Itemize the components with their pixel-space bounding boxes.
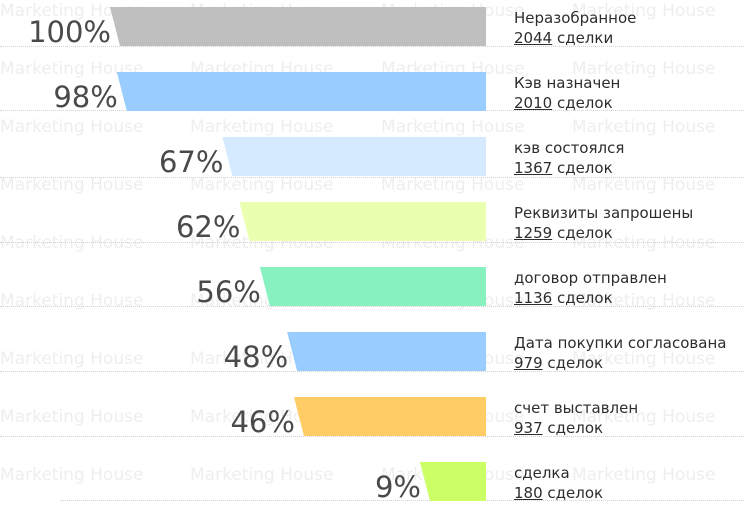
- stage-info: кэв состоялся 1367 сделок: [514, 138, 738, 178]
- stage-name: Реквизиты запрошены: [514, 204, 694, 222]
- stage-count: 180 сделок: [514, 483, 738, 503]
- row-separator: [0, 371, 744, 372]
- stage-name: кэв состоялся: [514, 139, 625, 157]
- row-separator: [0, 242, 744, 243]
- row-separator: [0, 436, 744, 437]
- deal-count-unit: сделок: [542, 484, 604, 502]
- deal-count-unit: сделок: [542, 419, 604, 437]
- stage-name: Дата покупки согласована: [514, 334, 727, 352]
- stage-count: 1367 сделок: [514, 158, 738, 178]
- deal-count-link[interactable]: 2044: [514, 29, 553, 47]
- funnel-bar: [222, 137, 486, 176]
- percent-label: 9%: [375, 470, 421, 504]
- funnel-bar: [116, 72, 487, 111]
- funnel-bar: [420, 462, 486, 501]
- row-separator: [0, 306, 744, 307]
- deal-count-unit: сделок: [552, 289, 613, 307]
- funnel-bar: [287, 332, 486, 371]
- stage-info: сделка 180 сделок: [514, 463, 738, 503]
- stage-count: 2010 сделок: [514, 93, 738, 113]
- percent-label: 56%: [196, 275, 260, 309]
- percent-label: 98%: [53, 80, 117, 114]
- deal-count-link[interactable]: 937: [514, 419, 543, 437]
- percent-label: 100%: [28, 15, 111, 49]
- deal-count-unit: сделок: [552, 94, 613, 112]
- percent-label: 48%: [224, 340, 288, 374]
- deal-count-link[interactable]: 1367: [514, 159, 553, 177]
- deal-count-link[interactable]: 979: [514, 354, 543, 372]
- row-separator: [60, 500, 744, 501]
- stage-name: счет выставлен: [514, 399, 639, 417]
- row-separator: [0, 177, 744, 178]
- funnel-bar: [259, 267, 486, 306]
- stage-name: договор отправлен: [514, 269, 667, 287]
- stage-count: 979 сделок: [514, 353, 738, 373]
- stage-count: 1259 сделок: [514, 223, 738, 243]
- deal-count-unit: сделок: [542, 354, 604, 372]
- stage-info: Кэв назначен 2010 сделок: [514, 73, 738, 113]
- deal-count-unit: сделки: [552, 29, 614, 47]
- stage-info: договор отправлен 1136 сделок: [514, 268, 738, 308]
- stage-count: 937 сделок: [514, 418, 738, 438]
- stage-info: Неразобранное 2044 сделки: [514, 8, 738, 48]
- stage-name: сделка: [514, 464, 570, 482]
- stage-name: Кэв назначен: [514, 74, 621, 92]
- funnel-bar: [293, 397, 486, 436]
- stage-count: 2044 сделки: [514, 28, 738, 48]
- percent-label: 62%: [176, 210, 240, 244]
- stage-info: Дата покупки согласована 979 сделок: [514, 333, 738, 373]
- stage-count: 1136 сделок: [514, 288, 738, 308]
- deal-count-link[interactable]: 2010: [514, 94, 553, 112]
- stage-info: счет выставлен 937 сделок: [514, 398, 738, 438]
- stage-name: Неразобранное: [514, 9, 637, 27]
- row-separator: [0, 46, 744, 47]
- percent-label: 46%: [230, 405, 294, 439]
- funnel-bar: [239, 202, 486, 241]
- deal-count-unit: сделок: [552, 159, 613, 177]
- deal-count-link[interactable]: 1259: [514, 224, 553, 242]
- deal-count-unit: сделок: [552, 224, 613, 242]
- deal-count-link[interactable]: 1136: [514, 289, 553, 307]
- stage-info: Реквизиты запрошены 1259 сделок: [514, 203, 738, 243]
- deal-count-link[interactable]: 180: [514, 484, 543, 502]
- funnel-bar: [110, 7, 486, 46]
- percent-label: 67%: [159, 145, 223, 179]
